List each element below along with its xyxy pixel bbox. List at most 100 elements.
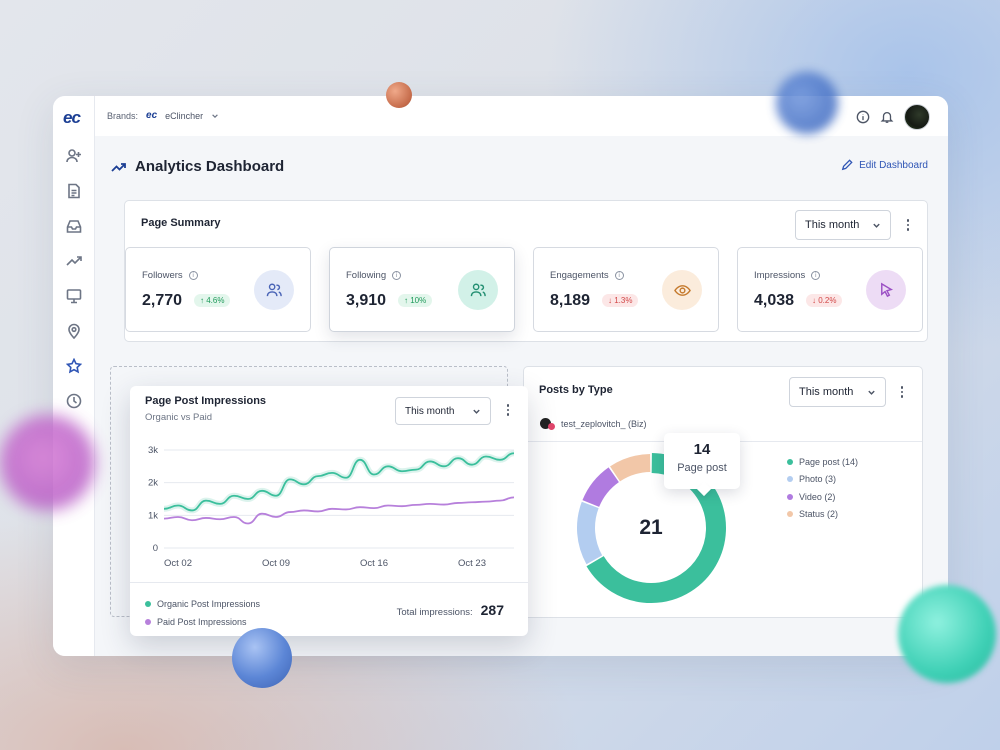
location-icon: [68, 323, 80, 339]
legend-item[interactable]: Photo (3): [787, 471, 858, 489]
page-summary-period-select[interactable]: This month: [795, 210, 891, 240]
y-tick-label: 1k: [148, 510, 158, 521]
info-icon[interactable]: i: [392, 271, 402, 280]
period-select-value: This month: [805, 219, 860, 231]
legend-label: Page post (14): [799, 456, 859, 467]
donut-slice-photo[interactable]: [577, 501, 603, 565]
metric-label-text: Followers: [142, 270, 183, 281]
series-line-glow: [163, 450, 515, 514]
impressions-legend: Organic Post Impressions Paid Post Impres…: [145, 595, 260, 631]
sidebar-item-monitor[interactable]: [65, 287, 83, 305]
tooltip-value: 14: [693, 441, 711, 458]
chevron-down-icon: [868, 390, 875, 395]
series-line-organic: [163, 452, 515, 512]
page-title: Analytics Dashboard: [135, 158, 285, 175]
chevron-down-icon: [873, 223, 880, 228]
legend-item: Paid Post Impressions: [145, 613, 260, 631]
info-icon[interactable]: i: [614, 271, 624, 280]
sidebar-item-location[interactable]: [65, 322, 83, 340]
sidebar-item-history[interactable]: [65, 392, 83, 410]
metric-label: Following i: [346, 270, 402, 281]
donut-legend: Page post (14) Photo (3) Video (2) Status (…: [787, 453, 858, 523]
impressions-line-chart: 0 1k 2k 3k Oct 02 Oct 09 Oct 16 Oct 23: [148, 445, 515, 569]
sidebar-item-favorites[interactable]: [65, 357, 83, 375]
posts-by-type-title: Posts by Type: [539, 384, 613, 396]
edit-dashboard-label: Edit Dashboard: [859, 159, 928, 171]
page-summary-more-menu[interactable]: [903, 217, 913, 233]
y-tick-label: 2k: [148, 478, 158, 489]
legend-item[interactable]: Video (2): [787, 488, 858, 506]
metric-label-text: Engagements: [550, 270, 609, 281]
info-icon[interactable]: i: [188, 271, 198, 280]
inbox-icon: [66, 220, 82, 233]
legend-label: Paid Post Impressions: [157, 617, 247, 627]
brand-selector[interactable]: Brands: ec eClincher: [107, 110, 219, 121]
users-icon: [266, 283, 282, 296]
metric-delta-badge: ↓ 1.3%: [602, 294, 639, 307]
metric-delta-value: 10%: [410, 296, 427, 305]
users-icon: [470, 283, 486, 296]
sidebar-item-document[interactable]: [65, 182, 83, 200]
metric-value: 8,189: [550, 292, 591, 309]
metric-delta-badge: ↑ 4.6%: [194, 294, 231, 307]
donut-slice-status[interactable]: [610, 454, 651, 482]
page-summary-title: Page Summary: [141, 217, 221, 229]
top-right-actions: [856, 104, 930, 130]
legend-dot: [145, 601, 151, 607]
info-icon[interactable]: i: [811, 271, 821, 280]
star-icon: [66, 358, 82, 374]
x-tick-label: Oct 23: [458, 558, 486, 569]
metric-card-followers[interactable]: Followers i 2,770 ↑ 4.6%: [125, 247, 311, 332]
metric-value: 4,038: [754, 292, 795, 309]
decorative-orb: [898, 585, 996, 683]
donut-slice-video[interactable]: [582, 467, 620, 508]
y-tick-label: 0: [153, 543, 158, 554]
posts-period-value: This month: [799, 386, 854, 398]
donut-tooltip: 14 Page post: [664, 433, 740, 489]
page-post-impressions-panel[interactable]: Page Post Impressions Organic vs Paid Th…: [130, 386, 528, 636]
info-icon[interactable]: [856, 110, 870, 124]
impressions-more-menu[interactable]: [503, 402, 513, 418]
account-avatar: [540, 418, 555, 430]
metric-label-text: Impressions: [754, 270, 806, 281]
metric-label: Followers i: [142, 270, 198, 281]
app-logo: ec: [63, 108, 81, 127]
impressions-period-select[interactable]: This month: [395, 397, 491, 425]
metric-icon-badge: [458, 270, 498, 310]
metric-icon-badge: [254, 270, 294, 310]
sidebar-item-inbox[interactable]: [65, 217, 83, 235]
legend-dot: [787, 458, 793, 465]
sidebar-item-add-user[interactable]: [65, 147, 83, 165]
metric-card-following[interactable]: Following i 3,910 ↑ 10%: [329, 247, 515, 332]
legend-item[interactable]: Page post (14): [787, 453, 858, 471]
page-header: Analytics Dashboard: [111, 158, 284, 175]
legend-item[interactable]: Status (2): [787, 506, 858, 524]
decorative-orb: [776, 72, 838, 134]
sidebar-item-trend[interactable]: [65, 252, 83, 270]
decorative-orb: [0, 415, 95, 510]
metric-card-engagements[interactable]: Engagements i 8,189 ↓ 1.3%: [533, 247, 719, 332]
sidebar: ec: [53, 96, 95, 656]
legend-dot: [145, 619, 151, 625]
avatar[interactable]: [904, 104, 930, 130]
account-selector[interactable]: test_zeplovitch_ (Biz): [540, 418, 647, 430]
posts-period-select[interactable]: This month: [789, 377, 886, 407]
bell-icon[interactable]: [880, 110, 894, 124]
edit-dashboard-button[interactable]: Edit Dashboard: [841, 159, 928, 171]
metric-card-impressions[interactable]: Impressions i 4,038 ↓ 0.2%: [737, 247, 923, 332]
posts-by-type-panel: Posts by Type This month test_zeplovitch…: [523, 366, 923, 618]
metric-value: 3,910: [346, 292, 387, 309]
posts-more-menu[interactable]: [897, 384, 907, 400]
total-impressions-value: 287: [480, 602, 504, 618]
page-summary-panel: Page Summary This month Followers i 2,770 ↑…: [124, 200, 928, 342]
legend-dot: [787, 511, 793, 518]
impressions-period-value: This month: [405, 405, 455, 417]
account-name: test_zeplovitch_ (Biz): [561, 418, 647, 429]
x-tick-label: Oct 09: [262, 558, 290, 569]
trend-icon: [66, 256, 82, 266]
clock-icon: [66, 393, 82, 409]
pencil-icon: [841, 159, 853, 171]
metric-label: Impressions i: [754, 270, 821, 281]
y-tick-label: 3k: [148, 445, 158, 456]
monitor-icon: [66, 289, 82, 304]
